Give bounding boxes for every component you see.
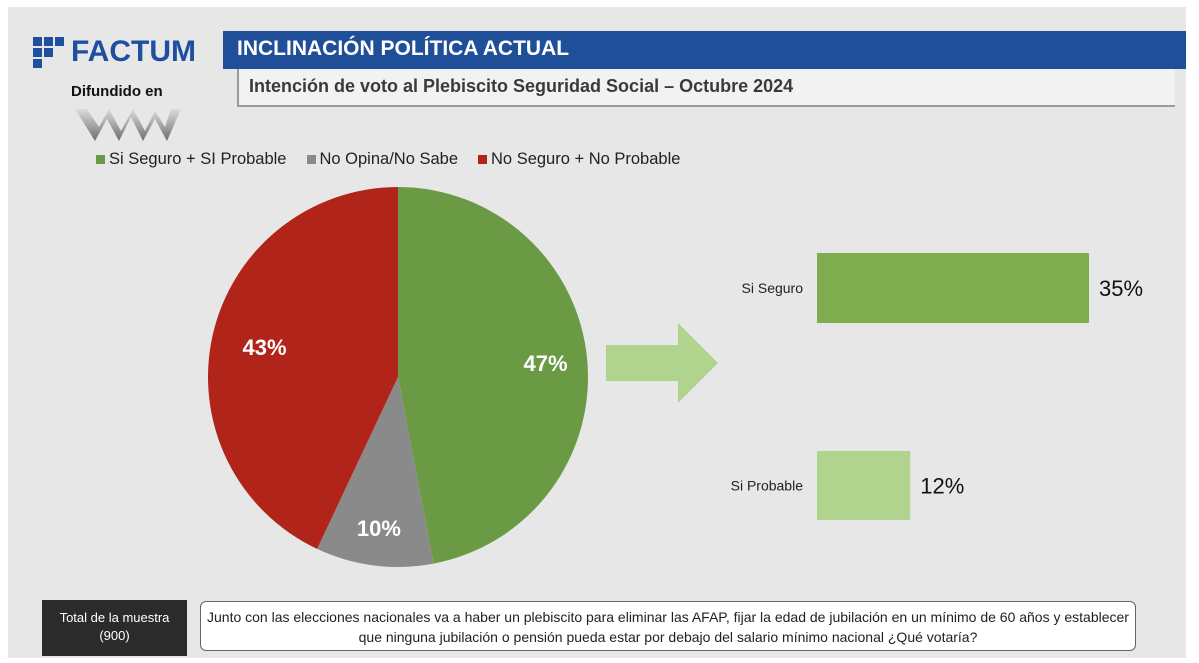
- sample-size-box: Total de la muestra (900): [42, 600, 187, 656]
- pie-slice-label: 10%: [357, 516, 401, 541]
- legend-label: Si Seguro + SI Probable: [109, 150, 287, 168]
- legend-swatch: [96, 155, 105, 164]
- question-text: Junto con las elecciones nacionales va a…: [200, 601, 1136, 651]
- bar: [817, 451, 911, 520]
- legend-label: No Opina/No Sabe: [319, 150, 459, 168]
- slide: FACTUM Difundido en INCLINACIÓN POLÍTICA…: [8, 7, 1186, 658]
- chart-legend: Si Seguro + SI Probable No Opina/No Sabe…: [96, 150, 680, 169]
- legend-swatch: [478, 155, 488, 164]
- bar-value-label: 12%: [920, 474, 964, 499]
- pie-slice: [208, 187, 398, 549]
- sample-value: (900): [99, 628, 130, 643]
- brand-name: FACTUM: [71, 35, 196, 68]
- factum-mark-icon: [33, 37, 64, 68]
- pie-chart: 47% 10% 43%: [208, 187, 589, 567]
- page-title: INCLINACIÓN POLÍTICA ACTUAL: [237, 37, 570, 60]
- bar-category-label: Si Probable: [731, 478, 804, 494]
- pie-slice: [317, 377, 434, 567]
- pie-slice-label: 47%: [524, 351, 568, 376]
- legend-item-si: Si Seguro + SI Probable: [96, 150, 287, 169]
- legend-swatch: [306, 155, 316, 164]
- factum-logo: FACTUM Difundido en: [33, 35, 213, 145]
- sample-label: Total de la muestra: [59, 610, 170, 625]
- legend-label: No Seguro + No Probable: [491, 150, 681, 168]
- bar-value-label: 35%: [1099, 276, 1143, 301]
- partner-logo-icon: [75, 109, 181, 141]
- bar-chart: Si Seguro 35% Si Probable 12%: [731, 253, 1143, 520]
- legend-item-no-opina: No Opina/No Sabe: [306, 150, 459, 169]
- page-subtitle: Intención de voto al Plebiscito Segurida…: [249, 76, 794, 96]
- legend-item-no: No Seguro + No Probable: [478, 150, 680, 169]
- subtitle-box: Intención de voto al Plebiscito Segurida…: [237, 69, 1175, 107]
- chart-area: 47% 10% 43% Si Seguro 35% Si Probable 12%: [208, 187, 1143, 567]
- pie-slice: [398, 187, 589, 564]
- title-bar: INCLINACIÓN POLÍTICA ACTUAL: [223, 31, 1186, 69]
- arrow-icon: [606, 323, 718, 403]
- bar-category-label: Si Seguro: [742, 280, 804, 296]
- pie-slice-label: 43%: [242, 335, 286, 360]
- bar: [817, 253, 1089, 323]
- brand-subtext: Difundido en: [71, 83, 163, 100]
